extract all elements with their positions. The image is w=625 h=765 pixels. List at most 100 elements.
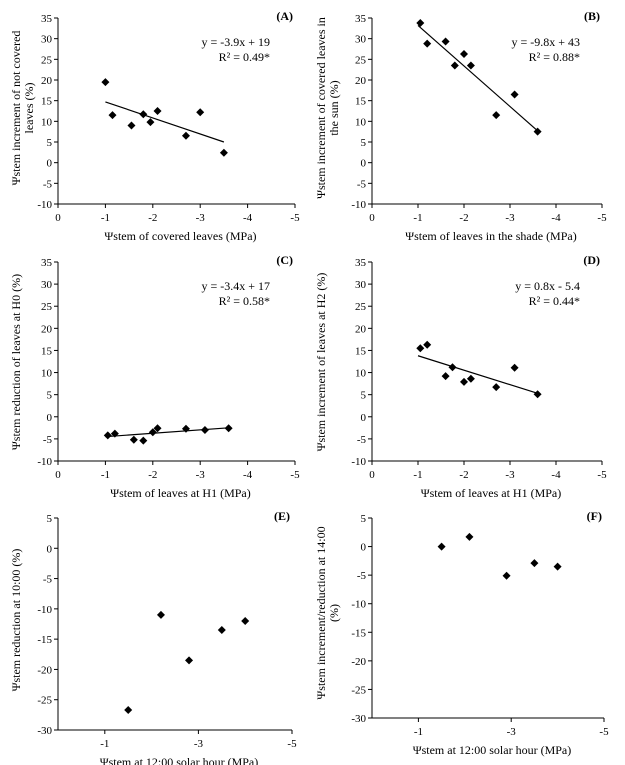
panel-label: (E)	[274, 509, 290, 523]
data-point	[416, 344, 425, 353]
data-point	[196, 108, 205, 117]
chart-panel-d: -10 -5 0 5 10 15 20 25 30 35 0 -1 -2 -3 -4 -5 Ψstem of l…	[314, 253, 607, 500]
y-tick-label: 35	[355, 13, 367, 25]
data-point	[466, 374, 475, 383]
y-tick-label: -20	[37, 664, 52, 676]
regression-equation: y = 0.8x - 5.4	[515, 279, 580, 293]
data-point	[441, 372, 450, 381]
y-tick-label: -10	[351, 456, 366, 468]
data-point	[416, 18, 425, 27]
x-tick-label: 0	[55, 469, 61, 481]
y-tick-label: 35	[41, 13, 53, 25]
trendline	[105, 101, 225, 143]
y-tick-label: -15	[37, 634, 52, 646]
y-tick-label: 15	[41, 96, 53, 108]
y-axis-label: Ψstem reduction of leaves at H0 (%)	[9, 274, 23, 450]
x-axis-label: Ψstem of leaves in the shade (MPa)	[405, 229, 576, 243]
x-tick-label: -2	[148, 212, 157, 224]
y-axis-label-line: Ψstem increment/reduction at 14:00	[314, 526, 328, 699]
y-tick-label: -30	[37, 725, 52, 737]
y-tick-label: -10	[351, 199, 366, 211]
data-point	[441, 37, 450, 46]
y-tick-label: 5	[361, 137, 367, 149]
x-tick-label: -5	[290, 212, 300, 224]
data-point	[185, 656, 194, 665]
y-tick-label: -10	[351, 599, 366, 611]
data-point	[103, 431, 112, 440]
y-tick-label: 25	[355, 301, 367, 313]
y-axis-label: Ψstem increment of covered leaves inthe …	[314, 17, 341, 199]
x-tick-label: 0	[369, 212, 375, 224]
x-tick-label: -3	[196, 469, 206, 481]
x-tick-label: -4	[243, 212, 253, 224]
y-axis-label-line: Ψstem increment of leaves at H2 (%)	[314, 273, 328, 452]
y-tick-label: 30	[355, 34, 367, 46]
x-tick-label: -1	[101, 212, 110, 224]
data-point	[127, 121, 136, 130]
y-tick-label: 25	[41, 54, 53, 66]
data-point	[101, 78, 110, 87]
data-point	[219, 148, 228, 157]
data-point	[530, 559, 539, 568]
x-tick-label: -1	[413, 212, 422, 224]
data-point	[200, 426, 209, 435]
y-tick-label: 20	[355, 323, 367, 335]
x-tick-label: -3	[505, 469, 515, 481]
y-tick-label: 20	[41, 75, 53, 87]
y-axis-label: Ψstem increment/reduction at 14:00(%)	[314, 526, 341, 699]
y-tick-label: 20	[41, 323, 53, 335]
y-axis-label-line: the sun (%)	[327, 80, 341, 135]
data-point	[224, 424, 233, 433]
x-tick-label: -5	[287, 738, 297, 750]
regression-equation: y = -3.9x + 19	[201, 35, 270, 49]
r-squared: R² = 0.88*	[529, 50, 580, 64]
x-tick-label: -1	[101, 469, 110, 481]
y-tick-label: 5	[361, 390, 367, 402]
y-tick-label: -5	[357, 178, 367, 190]
trendline	[417, 24, 538, 132]
y-axis-label-line: (%)	[327, 604, 341, 622]
y-axis-label: Ψstem reduction at 10:00 (%)	[9, 549, 23, 692]
y-tick-label: -5	[43, 434, 53, 446]
y-axis-label-line: Ψstem increment of covered leaves in	[314, 17, 328, 199]
y-tick-label: -10	[37, 199, 52, 211]
data-point	[108, 111, 117, 120]
data-point	[423, 39, 432, 48]
data-point	[448, 363, 457, 372]
y-tick-label: 30	[41, 34, 53, 46]
y-tick-label: 0	[47, 412, 53, 424]
panel-label: (D)	[583, 253, 600, 267]
data-point	[156, 610, 165, 619]
y-tick-label: 5	[361, 513, 367, 525]
data-point	[460, 377, 468, 386]
data-point	[153, 107, 162, 115]
y-tick-label: 0	[361, 542, 367, 554]
data-point	[492, 111, 501, 120]
x-tick-label: -3	[505, 212, 515, 224]
x-tick-label: -4	[551, 469, 561, 481]
y-tick-label: 5	[47, 390, 53, 402]
chart-panel-f: -30 -25 -20 -15 -10 -5 0 5 -1 -3 -5 Ψstem at 12:00 …	[314, 509, 609, 757]
data-point	[437, 542, 446, 551]
x-tick-label: -4	[551, 212, 561, 224]
y-tick-label: 10	[355, 116, 367, 128]
x-tick-label: -3	[507, 726, 517, 738]
panel-label: (F)	[587, 509, 602, 523]
y-tick-label: 0	[361, 412, 367, 424]
y-tick-label: 25	[355, 54, 367, 66]
data-point	[124, 706, 133, 715]
y-tick-label: -5	[357, 570, 367, 582]
y-tick-label: -5	[43, 178, 53, 190]
x-axis-label: Ψstem at 12:00 solar hour (MPa)	[100, 755, 259, 765]
y-tick-label: 30	[41, 279, 53, 291]
y-axis-label: Ψstem increment of leaves at H2 (%)	[314, 273, 328, 452]
r-squared: R² = 0.49*	[219, 50, 270, 64]
y-tick-label: -5	[43, 574, 53, 586]
data-point	[466, 61, 475, 70]
data-point	[553, 562, 562, 571]
x-tick-label: -4	[243, 469, 253, 481]
x-tick-label: -5	[597, 212, 607, 224]
regression-equation: y = -9.8x + 43	[511, 35, 580, 49]
panel-label: (A)	[276, 9, 293, 23]
